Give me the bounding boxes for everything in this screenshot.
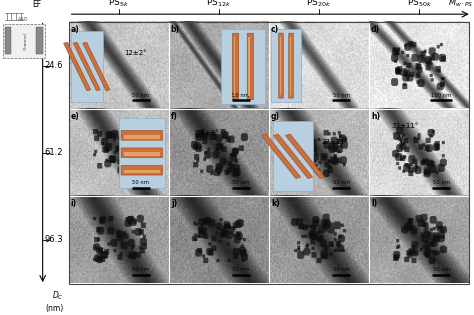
Bar [124,152,160,156]
Text: k): k) [271,199,280,208]
Text: 50 nm: 50 nm [333,267,350,272]
Text: Channel: Channel [24,32,28,50]
Text: 50 nm: 50 nm [132,180,149,185]
Polygon shape [73,42,100,91]
Text: h): h) [371,112,380,121]
Bar [234,37,235,96]
Bar [119,118,165,188]
Polygon shape [273,134,312,179]
FancyBboxPatch shape [247,33,254,100]
Text: l): l) [371,199,377,208]
Text: d): d) [371,25,380,34]
Text: i): i) [71,199,77,208]
Text: PS$_{12k}$: PS$_{12k}$ [206,0,231,9]
FancyBboxPatch shape [233,33,239,100]
FancyBboxPatch shape [279,33,283,98]
Text: 21±9°: 21±9° [197,130,219,136]
Text: EF: EF [32,0,41,9]
Text: 50 nm: 50 nm [333,93,350,98]
Polygon shape [285,134,325,179]
Bar [69,22,469,284]
Text: b): b) [171,25,180,34]
Bar [71,31,103,102]
Text: c): c) [271,25,279,34]
Bar [36,27,43,54]
Bar [124,170,160,173]
Text: 27±11°: 27±11° [321,139,348,145]
Bar [280,37,281,94]
Text: 50 nm: 50 nm [333,180,350,185]
Bar [248,37,250,96]
Bar [273,121,313,191]
Text: 33±11°: 33±11° [391,123,419,129]
Text: j): j) [171,199,177,208]
Text: 50 nm: 50 nm [232,93,249,98]
Text: 50 nm: 50 nm [132,93,149,98]
Text: AAO: AAO [18,17,29,22]
FancyBboxPatch shape [121,130,163,140]
Text: PS$_{50k}$: PS$_{50k}$ [407,0,432,9]
Text: f): f) [171,112,178,121]
FancyBboxPatch shape [289,33,293,98]
Polygon shape [64,42,91,91]
Text: 50 nm: 50 nm [232,267,249,272]
Text: 24.6: 24.6 [45,61,63,70]
FancyBboxPatch shape [121,148,163,158]
Polygon shape [83,42,110,91]
Polygon shape [262,134,301,179]
Text: 100 nm: 100 nm [431,93,451,98]
Text: 50 nm: 50 nm [232,180,249,185]
Text: 50 nm: 50 nm [433,180,450,185]
Text: e): e) [71,112,79,121]
Text: PS$_{20k}$: PS$_{20k}$ [307,0,332,9]
Bar [3,24,45,58]
Bar [5,27,11,54]
Text: 12±2°: 12±2° [124,50,146,56]
Text: $M_{w\cdot PS}$: $M_{w\cdot PS}$ [448,0,473,9]
Bar [290,37,291,94]
FancyBboxPatch shape [121,165,163,175]
Bar [271,29,301,102]
Text: 50 nm: 50 nm [132,267,149,272]
Text: 61.2: 61.2 [45,148,63,157]
Text: 96.3: 96.3 [45,235,63,244]
Text: PS$_{5k}$: PS$_{5k}$ [108,0,129,9]
Bar [221,29,265,104]
Text: $D_C$
(nm): $D_C$ (nm) [46,289,64,313]
Text: a): a) [71,25,79,34]
Text: 50 nm: 50 nm [433,267,450,272]
Bar [124,135,160,139]
Text: g): g) [271,112,280,121]
